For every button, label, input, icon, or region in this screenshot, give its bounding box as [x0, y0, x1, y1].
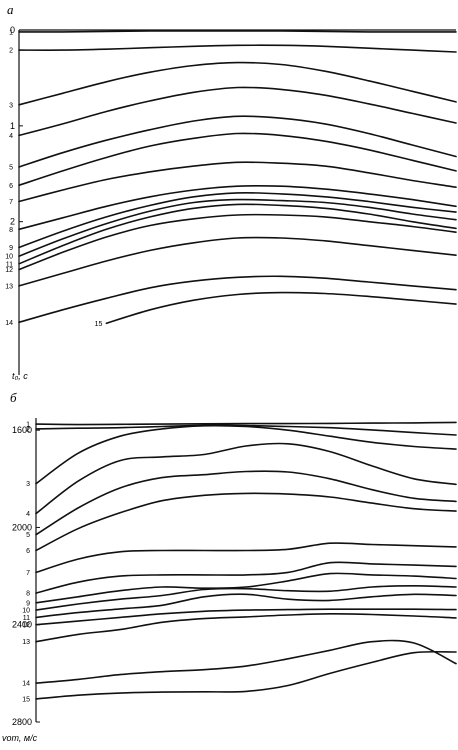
series-line-2	[18, 44, 457, 53]
series-label-13: 13	[5, 283, 13, 290]
series-label-1: 1	[9, 29, 13, 36]
series-label-2: 2	[26, 426, 30, 433]
series-line-1	[35, 421, 457, 426]
series-line-13	[35, 612, 457, 643]
series-line-5	[35, 470, 457, 536]
y-tick-label: 1	[10, 121, 15, 131]
series-label-10: 10	[22, 608, 30, 615]
series-line-1	[18, 30, 457, 33]
series-label-8: 8	[9, 227, 13, 234]
panel-label: б	[10, 390, 17, 405]
series-line-6	[35, 492, 457, 552]
series-line-8	[35, 561, 457, 594]
series-line-3	[35, 424, 457, 485]
y-tick-label: 2800	[12, 717, 32, 727]
series-line-7	[18, 161, 457, 203]
y-axis-title: vот, м/с	[2, 733, 38, 743]
series-line-10	[18, 198, 457, 257]
series-line-9	[35, 572, 457, 604]
series-label-12: 12	[5, 267, 13, 274]
series-line-11	[35, 593, 457, 619]
series-line-15	[105, 291, 457, 325]
series-label-14: 14	[22, 681, 30, 688]
series-line-14	[35, 639, 457, 684]
series-label-1: 1	[26, 422, 30, 429]
series-line-4	[35, 442, 457, 515]
series-line-7	[35, 542, 457, 574]
series-label-11: 11	[6, 261, 13, 268]
series-label-5: 5	[9, 165, 13, 172]
series-label-7: 7	[26, 570, 30, 577]
series-label-15: 15	[95, 321, 103, 328]
series-label-9: 9	[26, 600, 30, 607]
series-line-14	[18, 275, 457, 324]
series-line-5	[18, 115, 457, 168]
y-tick-label: 2	[10, 217, 15, 227]
series-line-11	[18, 203, 457, 265]
series-label-13: 13	[22, 639, 30, 646]
series-label-9: 9	[9, 245, 13, 252]
series-label-6: 6	[9, 183, 13, 190]
y-tick-label: 2400	[12, 620, 32, 630]
series-line-9	[18, 191, 457, 249]
series-label-12: 12	[22, 622, 30, 629]
series-line-4	[18, 86, 457, 137]
series-label-11: 11	[23, 615, 30, 622]
series-label-6: 6	[26, 548, 30, 555]
y-tick-label: 1600	[12, 425, 32, 435]
series-line-3	[18, 61, 457, 106]
series-label-7: 7	[9, 199, 13, 206]
series-line-12	[18, 213, 457, 271]
series-label-3: 3	[26, 481, 30, 488]
series-line-6	[18, 132, 457, 187]
panel-label: а	[7, 2, 14, 17]
series-label-4: 4	[9, 133, 13, 140]
series-line-8	[18, 184, 457, 231]
series-label-14: 14	[5, 320, 13, 327]
series-line-13	[18, 236, 457, 287]
y-tick-label: 2000	[12, 522, 32, 532]
series-line-15	[35, 650, 457, 700]
series-label-5: 5	[26, 532, 30, 539]
series-line-2	[35, 424, 457, 436]
series-label-10: 10	[5, 254, 13, 261]
series-label-8: 8	[26, 591, 30, 598]
series-label-3: 3	[9, 102, 13, 109]
series-line-12	[35, 608, 457, 626]
series-label-15: 15	[22, 696, 30, 703]
series-label-2: 2	[9, 48, 13, 55]
y-axis-title: t₀, с	[12, 371, 28, 381]
series-label-4: 4	[26, 511, 30, 518]
series-line-10	[35, 585, 457, 611]
y-tick-label: 0	[10, 25, 15, 35]
